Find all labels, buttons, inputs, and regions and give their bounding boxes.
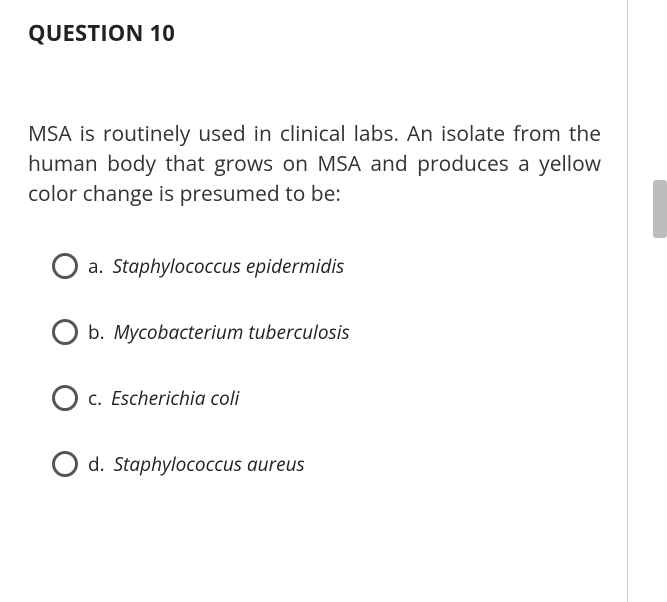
option-a[interactable]: a. Staphylococcus epidermidis [52,253,605,279]
option-name: Staphylococcus aureus [114,451,305,477]
radio-icon[interactable] [52,319,78,345]
radio-icon[interactable] [52,451,78,477]
options-list: a. Staphylococcus epidermidis b. Mycobac… [28,253,605,477]
option-d[interactable]: d. Staphylococcus aureus [52,451,605,477]
option-name: Staphylococcus epidermidis [113,253,345,279]
option-letter: d. [88,451,105,477]
radio-icon[interactable] [52,253,78,279]
question-inner: QUESTION 10 MSA is routinely used in cli… [0,0,627,477]
option-letter: a. [88,253,104,279]
option-label: a. Staphylococcus epidermidis [88,253,344,279]
option-name: Escherichia coli [111,385,239,411]
option-label: d. Staphylococcus aureus [88,451,305,477]
question-title: QUESTION 10 [28,18,605,48]
option-letter: b. [88,319,105,345]
option-name: Mycobacterium tuberculosis [114,319,350,345]
option-letter: c. [88,385,102,411]
question-prompt: MSA is routinely used in clinical labs. … [28,120,605,209]
option-label: c. Escherichia coli [88,385,239,411]
scrollbar-thumb[interactable] [653,180,667,238]
option-b[interactable]: b. Mycobacterium tuberculosis [52,319,605,345]
option-label: b. Mycobacterium tuberculosis [88,319,350,345]
question-card: QUESTION 10 MSA is routinely used in cli… [0,0,628,602]
option-c[interactable]: c. Escherichia coli [52,385,605,411]
radio-icon[interactable] [52,385,78,411]
